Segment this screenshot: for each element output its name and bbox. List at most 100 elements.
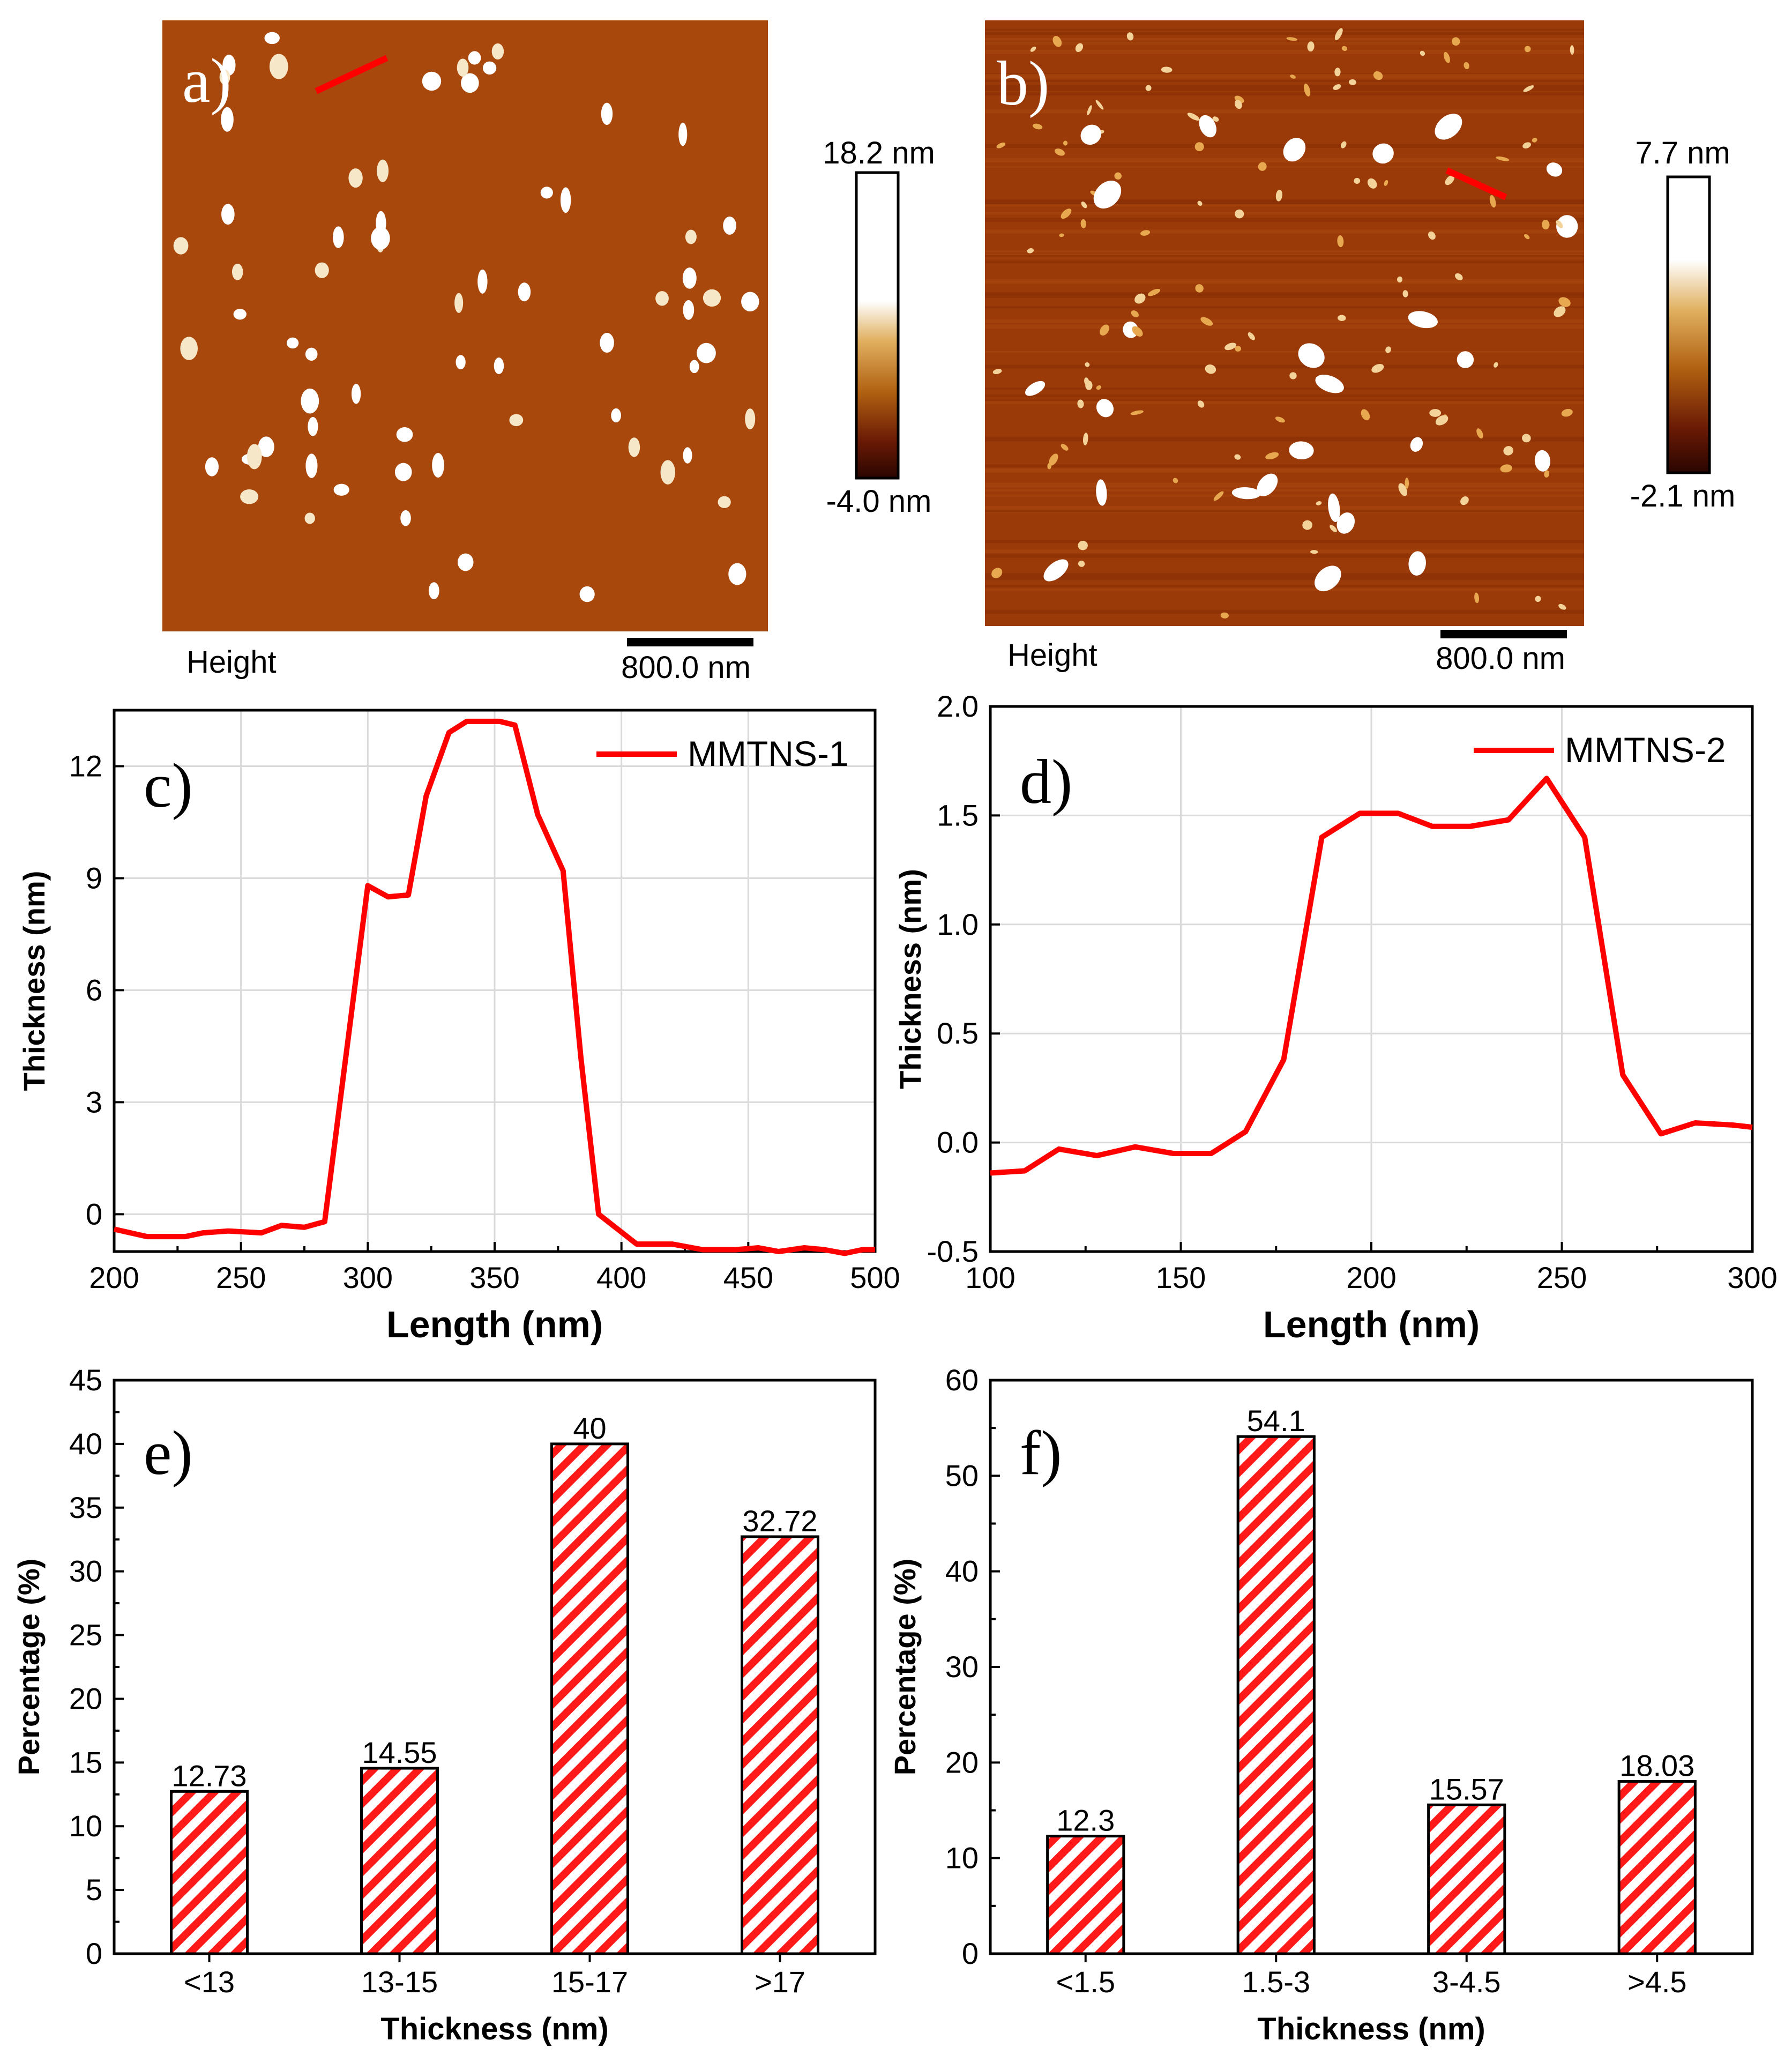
y-tick-label: 0 bbox=[86, 1937, 102, 1970]
afm-scan-line-b bbox=[985, 92, 1584, 96]
y-axis-title: Thickness (nm) bbox=[17, 871, 51, 1091]
afm-scan-line-b bbox=[985, 506, 1584, 510]
legend-label: MMTNS-2 bbox=[1565, 730, 1726, 770]
afm-particle-b bbox=[1408, 551, 1426, 576]
x-axis-title: Thickness (nm) bbox=[1257, 2012, 1485, 2046]
series-line-mmtns-1 bbox=[113, 718, 875, 1256]
afm-particle-a bbox=[718, 496, 731, 509]
x-axis-title: Thickness (nm) bbox=[380, 2012, 608, 2046]
afm-particle-b bbox=[1265, 452, 1279, 460]
afm-particle-a bbox=[428, 582, 439, 600]
afm-particle-a bbox=[482, 61, 497, 75]
afm-particle-b bbox=[1275, 189, 1282, 202]
afm-scan-line-b bbox=[985, 80, 1584, 83]
afm-particle-b bbox=[1542, 220, 1550, 230]
afm-particle-a bbox=[477, 269, 488, 294]
y-tick-label: 10 bbox=[69, 1809, 102, 1843]
afm-particle-b bbox=[1234, 454, 1241, 460]
bar bbox=[1427, 1803, 1506, 1955]
x-tick-label: 150 bbox=[1156, 1261, 1206, 1294]
afm-particle-b bbox=[1420, 50, 1425, 56]
afm-particle-b bbox=[1336, 512, 1355, 534]
afm-particle-b bbox=[1078, 540, 1088, 550]
afm-particle-a bbox=[703, 289, 721, 307]
afm-particle-b bbox=[1558, 604, 1566, 610]
afm-scan-line-b bbox=[985, 72, 1584, 75]
afm-particle-b bbox=[1197, 400, 1205, 408]
afm-particle-b bbox=[1049, 453, 1058, 466]
afm-scan-line-b bbox=[985, 489, 1584, 492]
bar-data-label: 18.03 bbox=[1619, 1748, 1694, 1782]
afm-particle-b bbox=[1367, 178, 1377, 189]
afm-scan-line-b bbox=[985, 229, 1584, 234]
afm-scan-line-b bbox=[985, 28, 1584, 31]
afm-scan-line-b bbox=[985, 109, 1584, 114]
afm-particle-b bbox=[1561, 408, 1573, 417]
afm-particle-a bbox=[247, 444, 262, 470]
afm-particle-a bbox=[660, 460, 675, 485]
legend-label: MMTNS-1 bbox=[688, 734, 849, 773]
y-tick-label: 5 bbox=[86, 1873, 102, 1907]
y-tick-label: 3 bbox=[86, 1085, 102, 1119]
afm-particle-a bbox=[683, 447, 692, 464]
y-tick-label: 45 bbox=[69, 1363, 102, 1397]
afm-particle-b bbox=[1075, 43, 1084, 53]
y-tick-label: 50 bbox=[945, 1458, 979, 1492]
y-tick-label: 0 bbox=[86, 1197, 102, 1231]
afm-particle-b bbox=[1373, 71, 1383, 80]
y-tick-label: 40 bbox=[69, 1427, 102, 1461]
afm-scan-line-b bbox=[985, 468, 1584, 473]
afm-particle-a bbox=[454, 293, 464, 313]
afm-particle-a bbox=[655, 291, 669, 306]
afm-particle-a bbox=[457, 58, 469, 77]
bar-data-label: 32.72 bbox=[742, 1504, 817, 1538]
afm-particle-b bbox=[1384, 180, 1388, 186]
afm-particle-b bbox=[1140, 230, 1151, 236]
afm-scan-line-b bbox=[985, 554, 1584, 558]
afm-particle-b bbox=[1078, 560, 1085, 567]
afm-image-a bbox=[162, 20, 768, 631]
panel-label: d) bbox=[1020, 747, 1072, 817]
y-tick-label: 12 bbox=[69, 749, 102, 783]
afm-particle-b bbox=[1289, 441, 1314, 460]
afm-scan-line-b bbox=[985, 364, 1584, 369]
afm-particle-b bbox=[1096, 399, 1114, 418]
bar-chart-f: 0 10 20 30 40 50 60 12.3 <1.5 54.1 1.5-3 15.57 3-4.5… bbox=[888, 1363, 1754, 2046]
afm-particle-a bbox=[315, 262, 329, 278]
colorbar-max-a: 18.2 nm bbox=[823, 136, 935, 170]
afm-scan-line-b bbox=[985, 85, 1584, 88]
afm-particle-a bbox=[560, 187, 571, 213]
afm-particle-a bbox=[308, 416, 318, 436]
x-tick-label: 450 bbox=[723, 1261, 773, 1294]
afm-scan-line-b bbox=[985, 436, 1584, 442]
afm-particle-a bbox=[264, 32, 280, 44]
scale-bar-a bbox=[627, 638, 753, 646]
afm-particle-b bbox=[1444, 51, 1450, 63]
afm-particle-b bbox=[1524, 234, 1530, 240]
afm-particle-b bbox=[1081, 201, 1087, 209]
afm-scan-line-b bbox=[985, 573, 1584, 578]
afm-scan-line-b bbox=[985, 494, 1584, 497]
afm-particle-b bbox=[1451, 37, 1460, 46]
afm-particle-b bbox=[1503, 446, 1513, 456]
y-tick-label: 10 bbox=[945, 1841, 979, 1875]
afm-particle-a bbox=[233, 309, 247, 320]
x-tick-label: 500 bbox=[850, 1261, 900, 1294]
afm-scan-line-b bbox=[985, 394, 1584, 397]
afm-particle-a bbox=[232, 263, 243, 280]
afm-scan-line-b bbox=[985, 218, 1584, 220]
y-tick-label: 35 bbox=[69, 1491, 102, 1524]
afm-particle-a bbox=[494, 358, 504, 374]
afm-particle-b bbox=[1096, 385, 1102, 390]
afm-scan-line-b bbox=[985, 220, 1584, 222]
afm-particle-b bbox=[1546, 162, 1563, 177]
afm-particle-b bbox=[1397, 276, 1403, 283]
afm-particle-b bbox=[1523, 85, 1534, 92]
afm-particle-b bbox=[1231, 487, 1261, 500]
x-tick-label: 1.5-3 bbox=[1242, 1965, 1310, 1999]
panel-label-a: a) bbox=[182, 46, 232, 116]
y-tick-label: 9 bbox=[86, 861, 102, 895]
afm-particle-b bbox=[1298, 343, 1325, 368]
afm-particle-a bbox=[351, 383, 361, 404]
bar bbox=[1046, 1835, 1125, 1955]
